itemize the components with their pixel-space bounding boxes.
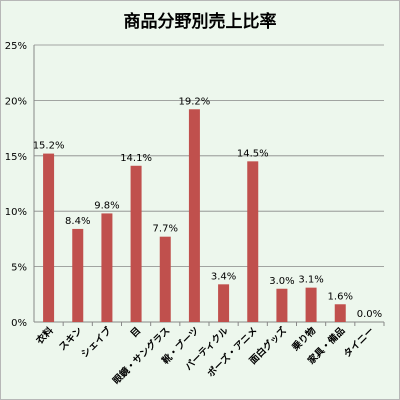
bar bbox=[334, 304, 346, 322]
bars bbox=[43, 109, 346, 322]
data-label: 14.1% bbox=[120, 153, 152, 164]
bar bbox=[188, 109, 200, 322]
y-tick-label: 15% bbox=[5, 152, 27, 163]
bar bbox=[130, 165, 142, 322]
data-label: 7.7% bbox=[153, 224, 178, 235]
data-label: 1.6% bbox=[328, 291, 353, 302]
x-tick-label: シェイブ bbox=[79, 324, 115, 360]
x-tick-label: ポーズ・アニメ bbox=[205, 325, 260, 380]
grid-lines bbox=[34, 44, 384, 268]
bar bbox=[276, 288, 288, 322]
x-tick-label: 目 bbox=[129, 325, 144, 340]
data-labels: 15.2% 8.4% 9.8% 14.1% 7.7% 19.2% 3.4% 14.5% 3.0%… bbox=[33, 96, 382, 320]
bar bbox=[247, 161, 259, 322]
bar bbox=[159, 236, 171, 322]
x-tick-label: 乗り物 bbox=[290, 324, 319, 353]
bar bbox=[218, 284, 230, 322]
x-tick-label: 衣料 bbox=[34, 324, 56, 346]
chart-title: 商品分野別売上比率 bbox=[124, 11, 277, 32]
data-label: 14.5% bbox=[237, 148, 269, 159]
data-label: 3.0% bbox=[269, 276, 294, 287]
data-label: 3.4% bbox=[211, 271, 236, 282]
y-tick-label: 0% bbox=[11, 318, 27, 329]
y-tick-labels: 0% 5% 10% 15% 20% 25% bbox=[5, 41, 27, 329]
data-label: 0.0% bbox=[357, 309, 382, 320]
bar bbox=[305, 287, 317, 322]
bar bbox=[101, 213, 113, 322]
y-tick-label: 5% bbox=[11, 263, 27, 274]
bar bbox=[72, 228, 84, 322]
data-label: 19.2% bbox=[179, 96, 211, 107]
data-label: 15.2% bbox=[33, 141, 65, 152]
data-label: 8.4% bbox=[65, 216, 90, 227]
axes bbox=[33, 45, 385, 326]
x-tick-label: スキン bbox=[57, 325, 85, 353]
x-tick-label: タイニー bbox=[341, 325, 376, 360]
y-tick-label: 20% bbox=[5, 96, 27, 107]
bar bbox=[43, 153, 55, 322]
y-tick-label: 25% bbox=[5, 41, 27, 52]
data-label: 9.8% bbox=[94, 200, 119, 211]
y-tick-label: 10% bbox=[5, 207, 27, 218]
data-label: 3.1% bbox=[298, 275, 323, 286]
